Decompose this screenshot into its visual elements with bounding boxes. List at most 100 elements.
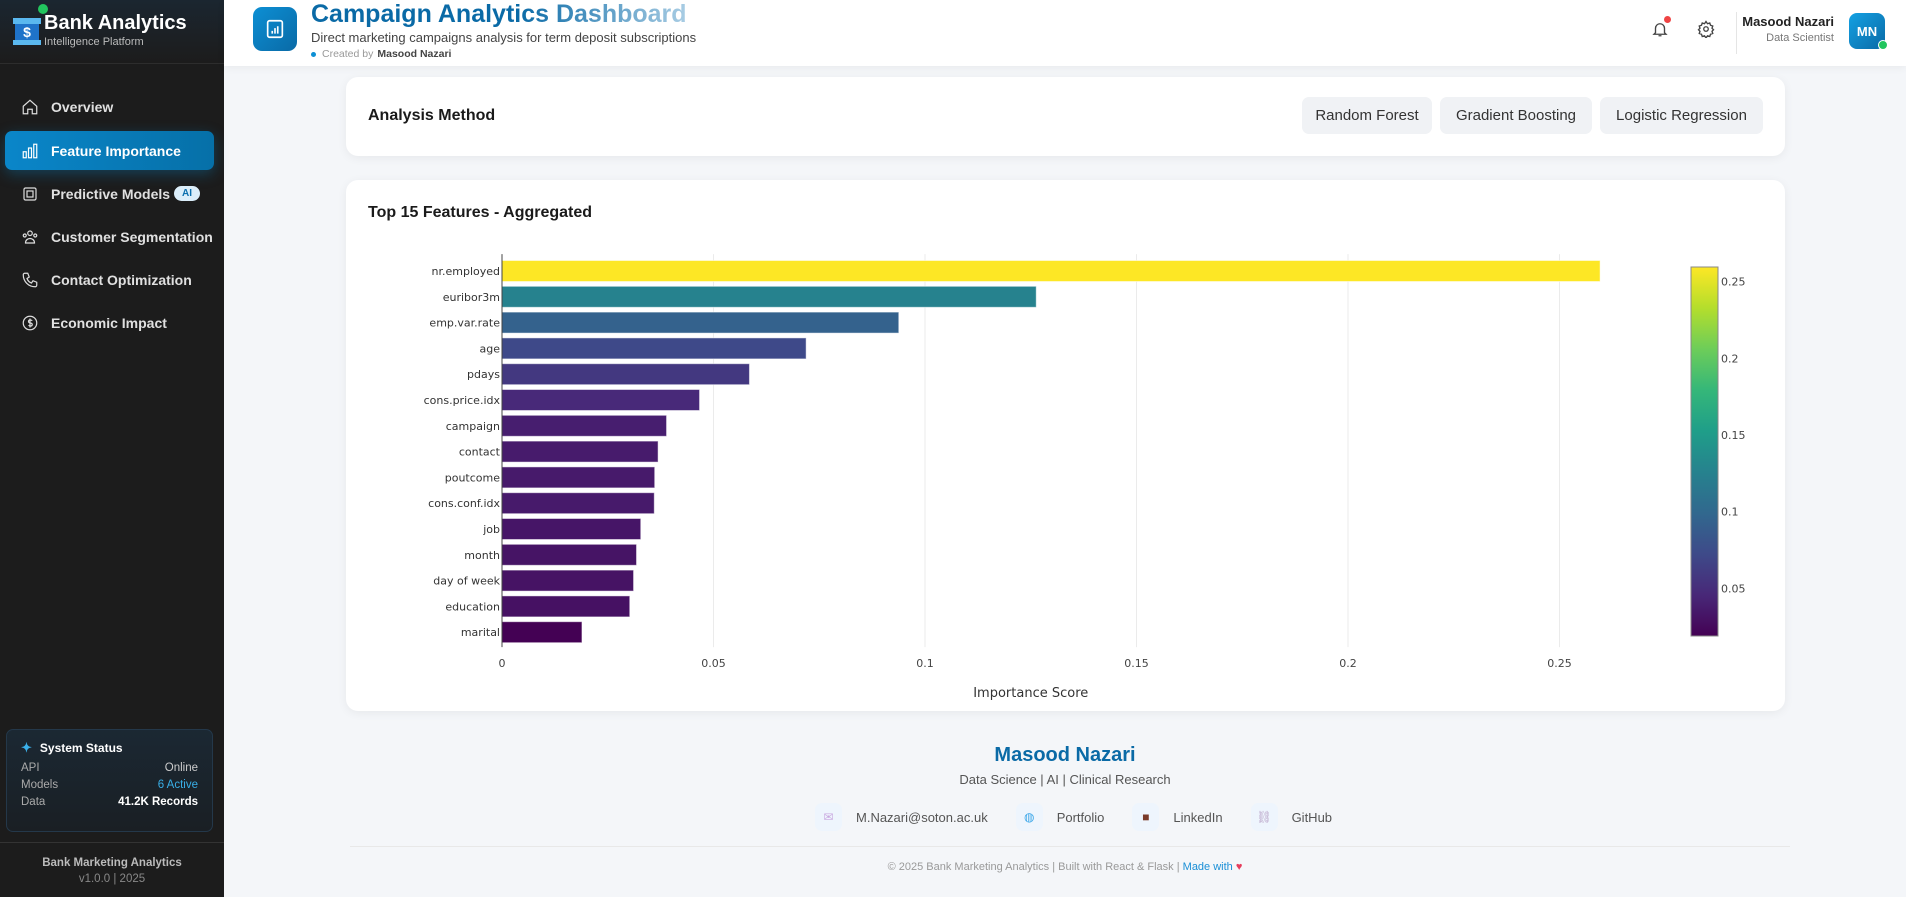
chart-title: Top 15 Features - Aggregated [368,204,593,221]
link-icon: ⛓ [1250,803,1278,831]
phone-icon [22,272,38,287]
sidebar-item-label: Contact Optimization [51,271,192,288]
link-label: Portfolio [1056,809,1105,825]
x-tick-label: 0.15 [1124,657,1149,670]
y-tick-label: emp.var.rate [429,317,500,330]
feature-importance-card: Top 15 Features - Aggregated 0 0.05 0.1 0.1… [346,180,1785,711]
svg-text:$: $ [23,24,31,40]
y-tick-label: nr.employed [432,265,501,278]
analysis-method-card: Analysis Method Random Forest Gradient B… [346,77,1785,156]
logistic-regression-button[interactable]: Logistic Regression [1600,97,1763,134]
page-subtitle: Direct marketing campaigns analysis for … [311,30,697,45]
y-tick-label: pdays [467,368,500,381]
y-tick-label: age [480,342,501,355]
bar [501,311,900,334]
sidebar: $ Bank Analytics Intelligence Platform O… [0,0,224,897]
github-link[interactable]: ⛓ GitHub [1250,803,1333,831]
dashboard-logo [253,7,297,51]
chart-icon [266,19,284,39]
bar [501,363,750,386]
system-status-title: System Status [39,741,123,755]
x-tick-label: 0 [499,657,506,670]
y-tick-label: contact [459,446,501,459]
gradient-boosting-button[interactable]: Gradient Boosting [1440,97,1592,134]
sidebar-item-label: Customer Segmentation [51,228,213,245]
bar [501,337,807,360]
user-role: Data Scientist [1766,32,1834,44]
sidebar-item-label: Feature Importance [51,142,181,159]
sidebar-item-economic-impact[interactable]: Economic Impact [5,303,214,342]
x-tick-label: 0.05 [701,657,726,670]
copyright-text: © 2025 Bank Marketing Analytics | Built … [887,861,1180,873]
header-divider [1736,12,1737,54]
briefcase-icon: ■ [1132,803,1160,831]
colorbar-tick-label: 0.05 [1721,582,1746,595]
bank-icon: $ [13,18,41,45]
bar [501,543,638,566]
ai-badge: AI [174,186,200,201]
sidebar-item-predictive-models[interactable]: Predictive Models AI [5,174,214,213]
x-tick-label: 0.1 [916,657,934,670]
sidebar-item-overview[interactable]: Overview [5,87,214,126]
app-version: v1.0.0 | 2025 [78,873,146,885]
sidebar-item-label: Overview [51,98,114,115]
footer-name: Masood Nazari [994,744,1136,766]
colorbar [1690,266,1719,637]
bar [501,440,659,463]
link-label: M.Nazari@soton.ac.uk [856,809,988,825]
status-row-data: Data 41.2K Records [21,796,198,808]
colorbar-tick-label: 0.1 [1721,506,1739,519]
notification-dot [1664,16,1671,23]
gear-icon[interactable] [1697,20,1715,38]
sidebar-item-label: Economic Impact [51,314,167,331]
home-icon [22,98,38,114]
y-tick-label: month [464,549,500,562]
sidebar-item-contact-optimization[interactable]: Contact Optimization [5,260,214,299]
envelope-icon: ✉ [815,803,842,831]
cpu-icon [23,186,37,201]
online-status-dot [1878,40,1888,50]
sidebar-item-customer-segmentation[interactable]: Customer Segmentation [5,217,214,256]
bar [501,260,1601,282]
sidebar-item-feature-importance[interactable]: Feature Importance [5,131,214,170]
sidebar-footer: Bank Marketing Analytics v1.0.0 | 2025 [0,842,224,885]
y-tick-label: marital [461,626,500,639]
status-label: Data [21,796,46,808]
status-label: API [21,762,40,774]
users-icon [22,229,38,244]
bar [501,492,655,515]
dollar-icon [22,315,38,330]
random-forest-button[interactable]: Random Forest [1302,97,1432,134]
y-tick-label: cons.price.idx [424,394,501,407]
top-header: Campaign Analytics Dashboard Direct mark… [224,0,1906,66]
feature-importance-chart: 0 0.05 0.1 0.15 0.2 0.25 nr.employed euribor3m e… [424,254,1746,701]
colorbar-tick-label: 0.15 [1721,429,1746,442]
x-tick-label: 0.2 [1339,657,1357,670]
analysis-method-title: Analysis Method [368,107,496,124]
status-row-models: Models 6 Active [21,779,198,791]
bell-icon[interactable] [1651,20,1669,38]
portfolio-link[interactable]: ◍ Portfolio [1015,803,1105,831]
email-link[interactable]: ✉ M.Nazari@soton.ac.uk [815,803,988,831]
created-by-label: Created by [322,48,374,60]
made-with-text: Made with [1182,861,1233,873]
sidebar-header: $ Bank Analytics Intelligence Platform [0,0,224,64]
bar [501,595,631,618]
footer-tagline: Data Science | AI | Clinical Research [959,772,1171,787]
status-value: Online [164,762,198,774]
link-label: LinkedIn [1173,809,1223,825]
sidebar-item-label: Predictive Models [51,185,171,202]
bar [501,414,668,437]
footer-divider [350,846,1790,847]
bar [501,285,1037,308]
page-title: Campaign Analytics Dashboard [311,0,687,28]
app-name: Bank Marketing Analytics [42,857,182,869]
globe-icon: ◍ [1015,803,1043,831]
system-status-panel: ✦ System Status API Online Models 6 Active … [6,729,213,832]
heart-icon: ♥ [1235,861,1243,873]
linkedin-link[interactable]: ■ LinkedIn [1132,803,1223,831]
bar [501,569,635,592]
link-label: GitHub [1291,809,1333,825]
y-tick-label: job [482,523,500,536]
colorbar-tick-label: 0.2 [1721,352,1739,365]
